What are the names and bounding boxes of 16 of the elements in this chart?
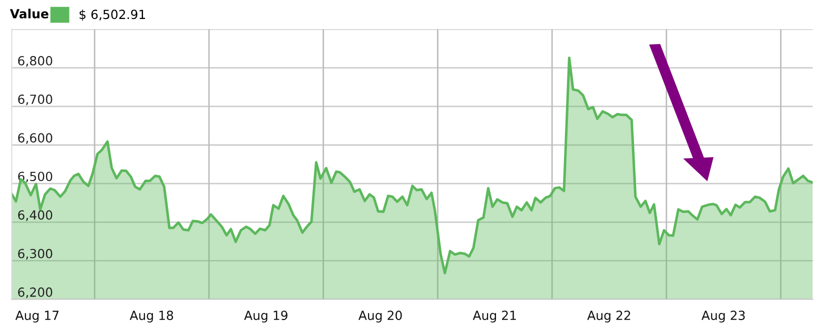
x-tick-label: Aug 21 — [472, 310, 516, 322]
y-tick-label: 6,800 — [18, 56, 52, 67]
legend-title: Value — [10, 8, 48, 18]
y-tick-label: 6,600 — [18, 133, 52, 144]
y-tick-label: 6,200 — [18, 287, 52, 298]
x-tick-label: Aug 22 — [587, 310, 630, 322]
x-tick-label: Aug 17 — [15, 310, 59, 322]
y-tick-label: 6,300 — [18, 248, 52, 260]
y-tick-label: 6,700 — [18, 94, 52, 106]
x-tick-label: Aug 23 — [702, 310, 745, 322]
x-tick-label: Aug 20 — [358, 310, 402, 322]
legend-label: $ 6,502.91 — [80, 9, 146, 21]
y-tick-label: 6,400 — [18, 210, 52, 221]
x-tick-label: Aug 19 — [244, 310, 288, 322]
y-tick-label: 6,500 — [18, 172, 52, 182]
x-tick-label: Aug 18 — [130, 310, 174, 322]
